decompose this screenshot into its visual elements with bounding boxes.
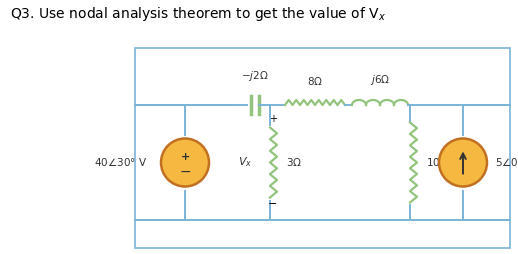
- Text: $3\Omega$: $3\Omega$: [286, 156, 302, 168]
- Text: $10\Omega$: $10\Omega$: [426, 156, 449, 168]
- Text: +: +: [180, 151, 190, 162]
- Text: $V_x$: $V_x$: [238, 156, 252, 169]
- Text: +: +: [269, 114, 277, 123]
- Text: $5\angle0°$ A: $5\angle0°$ A: [495, 156, 518, 168]
- Circle shape: [439, 138, 487, 186]
- Bar: [135, 48, 510, 248]
- Text: $-j2\Omega$: $-j2\Omega$: [241, 69, 269, 83]
- Circle shape: [161, 138, 209, 186]
- Text: −: −: [179, 165, 191, 179]
- Text: Q3. Use nodal analysis theorem to get the value of V$_x$: Q3. Use nodal analysis theorem to get th…: [10, 5, 386, 23]
- Text: $j6\Omega$: $j6\Omega$: [370, 73, 390, 87]
- Text: −: −: [268, 199, 278, 210]
- Text: $40\angle30°$ V: $40\angle30°$ V: [94, 156, 147, 168]
- Text: $8\Omega$: $8\Omega$: [307, 75, 323, 87]
